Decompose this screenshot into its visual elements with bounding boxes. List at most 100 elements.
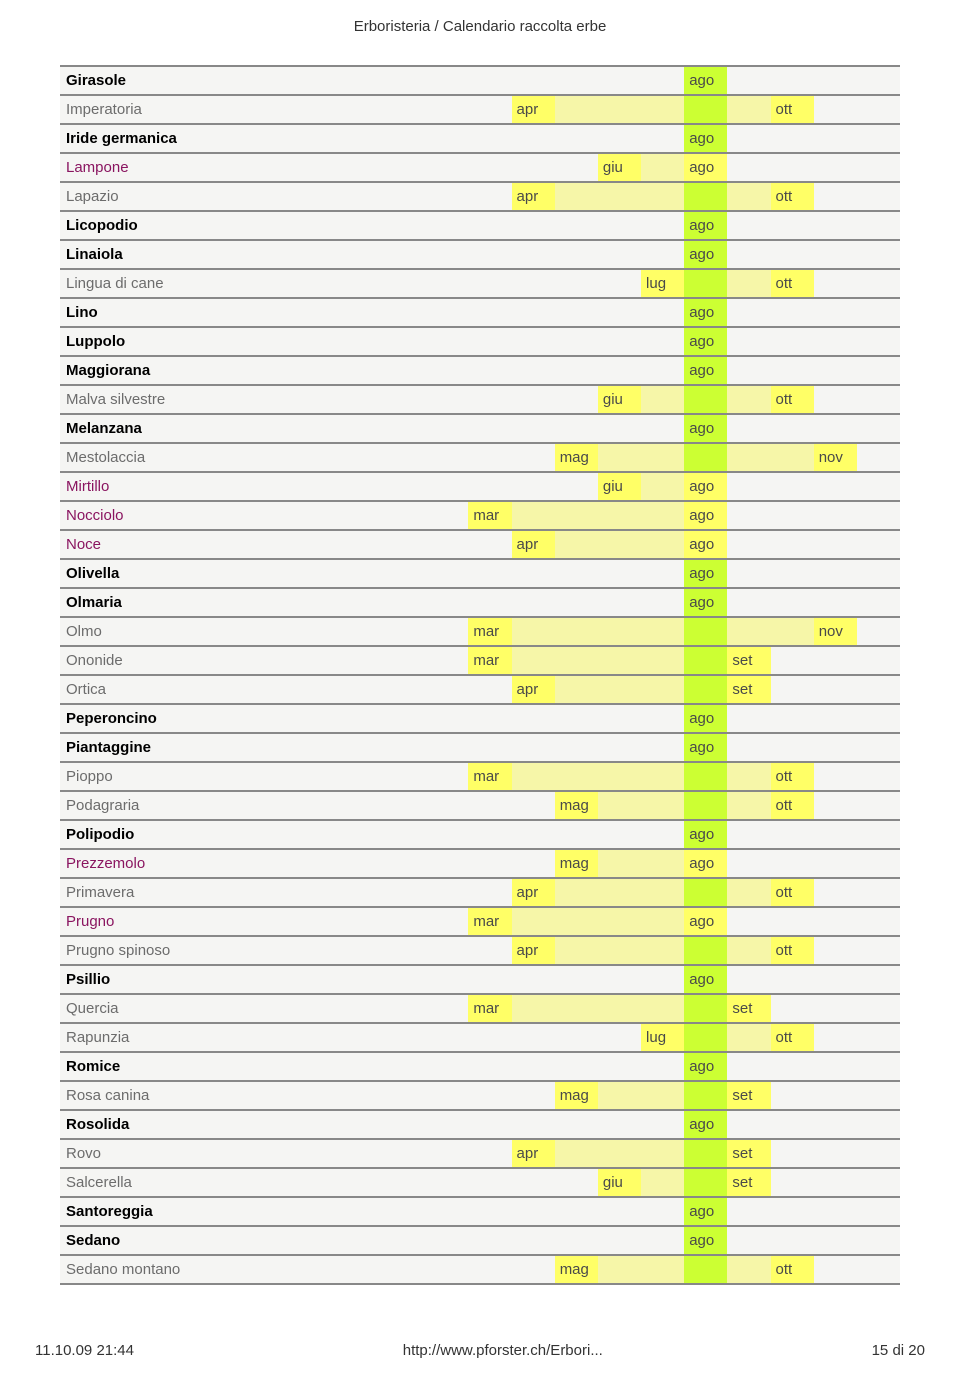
months-range: aprset: [382, 676, 900, 703]
month-cell: [598, 241, 641, 268]
months-range: marago: [382, 502, 900, 529]
month-cell: [468, 299, 511, 326]
month-cell: giu: [598, 473, 641, 500]
month-cell: ago: [684, 1198, 727, 1225]
month-cell: [814, 1024, 857, 1051]
herb-name: Olmo: [60, 618, 382, 645]
month-cell: [555, 1053, 598, 1080]
table-row: Prugno spinosoaprott: [60, 935, 900, 964]
month-cell: [727, 879, 770, 906]
month-cell: ago: [684, 212, 727, 239]
month-cell: [468, 1198, 511, 1225]
herb-name: Santoreggia: [60, 1198, 382, 1225]
month-cell: [857, 502, 900, 529]
months-range: aprago: [382, 531, 900, 558]
herb-name: Girasole: [60, 67, 382, 94]
month-cell: [425, 386, 468, 413]
month-cell: apr: [512, 676, 555, 703]
month-cell: [468, 1111, 511, 1138]
month-cell: [382, 183, 425, 210]
month-cell: [598, 647, 641, 674]
month-cell: [857, 415, 900, 442]
month-cell: [814, 908, 857, 935]
month-cell: [382, 879, 425, 906]
table-row: Peperoncinoago: [60, 703, 900, 732]
month-cell: [512, 212, 555, 239]
table-row: Rovoaprset: [60, 1138, 900, 1167]
month-cell: [512, 792, 555, 819]
herb-name: Primavera: [60, 879, 382, 906]
month-cell: [641, 531, 684, 558]
month-cell: mag: [555, 1256, 598, 1283]
month-cell: [598, 995, 641, 1022]
month-cell: [555, 1140, 598, 1167]
month-cell: [857, 473, 900, 500]
month-cell: [555, 531, 598, 558]
month-cell: [857, 1198, 900, 1225]
month-cell: [382, 589, 425, 616]
herb-name: Imperatoria: [60, 96, 382, 123]
months-range: magott: [382, 1256, 900, 1283]
month-cell: giu: [598, 154, 641, 181]
month-cell: [857, 531, 900, 558]
month-cell: [598, 676, 641, 703]
month-cell: [727, 937, 770, 964]
month-cell: [641, 183, 684, 210]
months-range: aprott: [382, 96, 900, 123]
month-cell: [555, 705, 598, 732]
month-cell: [641, 879, 684, 906]
month-cell: [555, 96, 598, 123]
month-cell: [468, 1140, 511, 1167]
month-cell: [727, 1198, 770, 1225]
page: Erboristeria / Calendario raccolta erbe …: [0, 0, 960, 1381]
month-cell: [512, 560, 555, 587]
table-row: Prugnomarago: [60, 906, 900, 935]
month-cell: [555, 647, 598, 674]
month-cell: [555, 618, 598, 645]
table-row: Licopodioago: [60, 210, 900, 239]
month-cell: [641, 125, 684, 152]
month-cell: [771, 67, 814, 94]
month-cell: [468, 241, 511, 268]
month-cell: [641, 1111, 684, 1138]
month-cell: [771, 1082, 814, 1109]
month-cell: [425, 763, 468, 790]
months-range: ago: [382, 1198, 900, 1225]
month-cell: [598, 589, 641, 616]
month-cell: [555, 879, 598, 906]
month-cell: [857, 1169, 900, 1196]
month-cell: [857, 1140, 900, 1167]
months-range: ago: [382, 966, 900, 993]
month-cell: [727, 908, 770, 935]
month-cell: [598, 1198, 641, 1225]
table-row: Lingua di canelugott: [60, 268, 900, 297]
month-cell: [684, 647, 727, 674]
table-row: Olmomarnov: [60, 616, 900, 645]
months-range: ago: [382, 1053, 900, 1080]
months-range: magott: [382, 792, 900, 819]
month-cell: [771, 821, 814, 848]
month-cell: [382, 618, 425, 645]
month-cell: [468, 1082, 511, 1109]
month-cell: [382, 705, 425, 732]
month-cell: [684, 879, 727, 906]
month-cell: [641, 995, 684, 1022]
month-cell: [382, 1111, 425, 1138]
month-cell: [857, 879, 900, 906]
month-cell: [684, 1256, 727, 1283]
table-row: Iride germanicaago: [60, 123, 900, 152]
table-row: Salcerellagiuset: [60, 1167, 900, 1196]
month-cell: [857, 763, 900, 790]
month-cell: [771, 212, 814, 239]
month-cell: [425, 328, 468, 355]
month-cell: [598, 821, 641, 848]
month-cell: apr: [512, 531, 555, 558]
herb-name: Psillio: [60, 966, 382, 993]
month-cell: [512, 821, 555, 848]
month-cell: [425, 734, 468, 761]
month-cell: [512, 502, 555, 529]
month-cell: [598, 763, 641, 790]
month-cell: [814, 125, 857, 152]
month-cell: mag: [555, 792, 598, 819]
month-cell: [814, 1082, 857, 1109]
